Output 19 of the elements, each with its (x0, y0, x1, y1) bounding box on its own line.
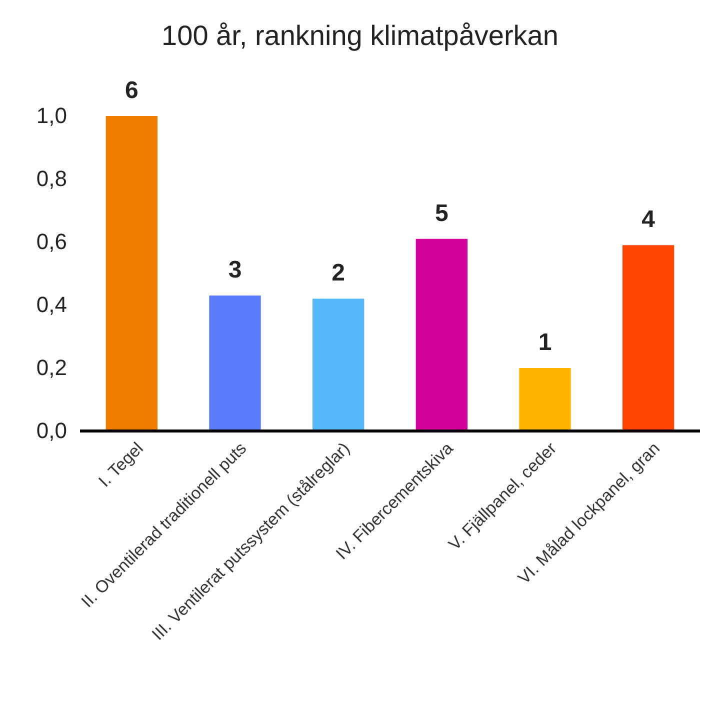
annotation: 1 (538, 329, 552, 356)
bar (519, 368, 571, 431)
y-tick-label: 0,6 (36, 229, 67, 254)
bar (106, 116, 158, 431)
annotation: 2 (332, 260, 346, 287)
bar (416, 238, 468, 431)
bar (312, 298, 364, 431)
annotation: 6 (124, 77, 138, 104)
annotation: 3 (228, 256, 242, 284)
y-tick-label: 0,4 (36, 292, 67, 318)
bar (209, 296, 261, 431)
chart-title: 100 år, rankning klimatpåverkan (162, 20, 558, 51)
y-tick-label: 0,8 (36, 166, 67, 192)
y-tick-label: 0,2 (36, 355, 67, 380)
annotation: 4 (642, 206, 656, 234)
y-tick-label: 0,0 (36, 418, 67, 444)
y-tick-label: 1,0 (36, 103, 67, 128)
bar (622, 245, 674, 431)
annotation: 5 (434, 200, 448, 227)
